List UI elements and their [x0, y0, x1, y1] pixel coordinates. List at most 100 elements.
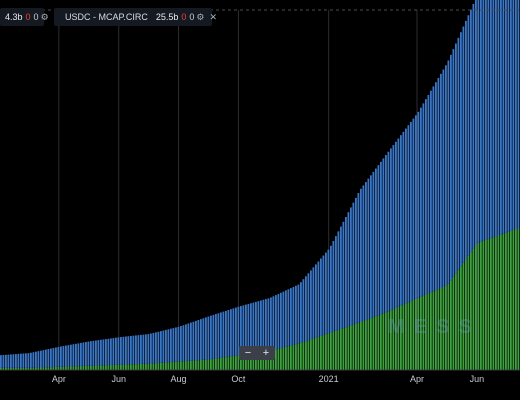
bar-green — [242, 354, 245, 370]
bar-green — [155, 363, 157, 370]
bar-green — [247, 353, 250, 370]
x-tick-label: Jun — [111, 374, 126, 384]
bar-blue — [262, 299, 265, 352]
bar-blue — [202, 318, 205, 360]
plus-icon[interactable]: + — [262, 347, 270, 359]
bar-green — [55, 366, 57, 370]
x-tick-label: Jun — [470, 374, 485, 384]
bar-green — [100, 365, 102, 370]
bar-green — [57, 366, 60, 370]
bar-blue — [135, 335, 137, 365]
bar-green — [107, 365, 110, 370]
bar-green — [190, 360, 192, 370]
bar-blue — [27, 353, 30, 368]
bar-green — [167, 362, 170, 370]
grid-lines — [58, 10, 478, 370]
bar-green — [370, 318, 372, 370]
bar-blue — [422, 103, 425, 296]
bar-green — [277, 348, 280, 370]
bar-blue — [510, 0, 512, 231]
bar-blue — [410, 121, 412, 302]
bar-blue — [480, 0, 482, 242]
bar-blue — [15, 354, 17, 368]
bar-blue — [20, 353, 22, 368]
bar-green — [515, 228, 517, 370]
bar-blue — [192, 321, 195, 361]
bar-green — [287, 346, 290, 370]
bar-blue — [150, 333, 152, 364]
bar-blue — [205, 317, 207, 360]
bar-green — [400, 305, 402, 370]
x-tick-label: Apr — [410, 374, 424, 384]
legend-item-1[interactable]: USDC - MCAP.CIRC 25.5b 0 0 ⚙ ✕ — [54, 8, 217, 26]
bar-blue — [302, 279, 305, 343]
close-icon[interactable]: ✕ — [209, 11, 218, 22]
bar-blue — [357, 193, 360, 323]
bar-blue — [317, 261, 320, 337]
x-tick-label: Apr — [52, 374, 66, 384]
bar-blue — [507, 0, 510, 232]
bar-green — [440, 288, 442, 370]
bar-blue — [2, 354, 5, 368]
bar-blue — [70, 344, 72, 367]
bar-blue — [442, 69, 445, 287]
bar-blue — [170, 328, 172, 363]
bar-blue — [77, 343, 80, 367]
bar-green — [295, 344, 297, 370]
bar-blue — [455, 43, 457, 274]
bar-green — [197, 360, 200, 370]
bar-green — [245, 354, 247, 370]
bar-green — [220, 357, 222, 370]
bar-green — [300, 342, 302, 370]
bar-blue — [5, 354, 7, 368]
bar-green — [380, 314, 382, 370]
bar-blue — [457, 37, 460, 270]
bar-green — [485, 240, 487, 370]
bar-green — [142, 363, 145, 370]
bar-blue — [395, 141, 397, 308]
bar-blue — [405, 128, 407, 304]
bar-blue — [117, 337, 120, 365]
bar-green — [507, 231, 510, 370]
bar-blue — [230, 309, 232, 357]
bar-blue — [167, 329, 170, 363]
bar-green — [62, 366, 65, 370]
bar-green — [347, 326, 350, 370]
bar-green — [250, 353, 252, 370]
bar-green — [392, 309, 395, 370]
legend-item-0[interactable]: 4.3b 0 0 ⚙ — [0, 8, 49, 26]
gear-icon[interactable]: ⚙ — [40, 11, 49, 22]
bar-blue — [390, 148, 392, 311]
bar-green — [375, 316, 377, 370]
bar-green — [162, 362, 165, 370]
bar-green — [502, 233, 505, 370]
bar-green — [215, 358, 217, 370]
minus-icon[interactable]: − — [244, 347, 252, 359]
bar-green — [290, 345, 292, 370]
bar-blue — [352, 202, 355, 325]
bar-green — [72, 366, 75, 370]
bar-blue — [475, 0, 477, 246]
gear-icon[interactable]: ⚙ — [196, 11, 205, 22]
bar-blue — [190, 322, 192, 361]
legend-value: 25.5b — [155, 12, 179, 22]
bar-green — [332, 331, 335, 370]
bar-green — [450, 280, 452, 370]
bar-blue — [277, 293, 280, 349]
bar-blue — [340, 226, 342, 330]
bar-green — [275, 349, 277, 370]
bar-green — [232, 356, 235, 370]
bar-blue — [285, 290, 287, 347]
bar-green — [65, 366, 67, 370]
bar-green — [352, 324, 355, 370]
bar-green — [430, 292, 432, 370]
bar-blue — [235, 307, 237, 356]
bars-layer — [0, 0, 520, 370]
bar-blue — [427, 94, 430, 294]
bar-blue — [222, 311, 225, 358]
bar-green — [205, 359, 207, 370]
bar-blue — [87, 341, 90, 366]
bar-blue — [335, 236, 337, 331]
bar-green — [462, 262, 465, 370]
bar-blue — [147, 334, 150, 364]
